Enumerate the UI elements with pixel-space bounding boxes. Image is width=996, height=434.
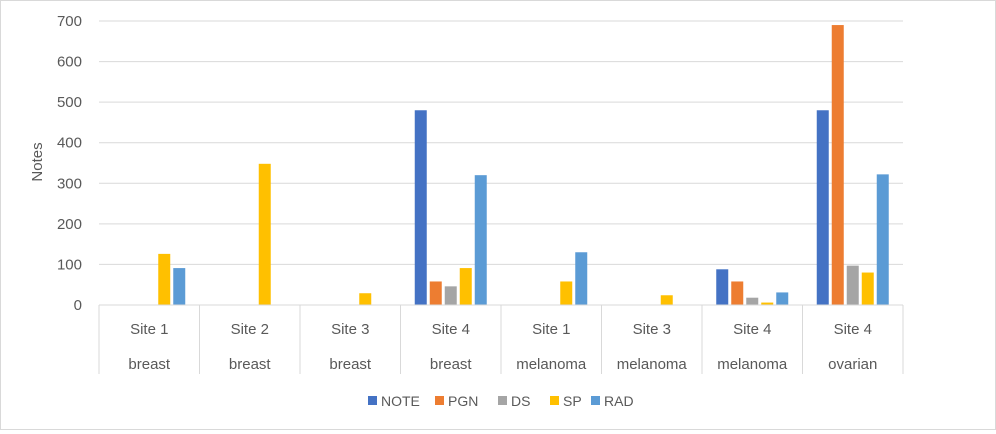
bars bbox=[158, 25, 889, 306]
bar-sp bbox=[459, 268, 472, 305]
legend-label-rad: RAD bbox=[604, 393, 634, 409]
y-axis-label: Notes bbox=[29, 142, 46, 181]
legend-swatch-rad bbox=[591, 396, 600, 405]
legend-swatch-note bbox=[368, 396, 377, 405]
bar-rad bbox=[876, 174, 889, 305]
legend-label-pgn: PGN bbox=[448, 393, 478, 409]
y-tick-label: 200 bbox=[57, 216, 82, 233]
legend-swatch-ds bbox=[498, 396, 507, 405]
bar-pgn bbox=[831, 25, 844, 306]
y-tick-labels: 0 100 200 300 400 500 600 700 bbox=[57, 13, 82, 314]
x-tick-label-cancer: ovarian bbox=[828, 356, 877, 373]
legend-label-note: NOTE bbox=[381, 393, 420, 409]
bar-ds bbox=[444, 286, 457, 305]
bar-sp bbox=[660, 295, 673, 305]
y-tick-label: 500 bbox=[57, 94, 82, 111]
bar-pgn bbox=[429, 281, 442, 305]
legend-swatch-pgn bbox=[435, 396, 444, 405]
legend: NOTE PGN DS SP RAD bbox=[368, 393, 634, 409]
y-tick-label: 400 bbox=[57, 135, 82, 152]
x-tick-label-site: Site 1 bbox=[532, 321, 570, 338]
x-tick-label-site: Site 2 bbox=[231, 321, 269, 338]
y-tick-label: 700 bbox=[57, 13, 82, 30]
x-tick-label-site: Site 4 bbox=[834, 321, 872, 338]
legend-label-sp: SP bbox=[563, 393, 582, 409]
x-tick-label-cancer: breast bbox=[128, 356, 171, 373]
x-tick-label-site: Site 3 bbox=[633, 321, 671, 338]
bar-pgn bbox=[731, 281, 744, 305]
legend-swatch-sp bbox=[550, 396, 559, 405]
x-tick-label-cancer: breast bbox=[229, 356, 272, 373]
bar-rad bbox=[173, 268, 186, 305]
x-tick-label-cancer: melanoma bbox=[717, 356, 788, 373]
bar-note bbox=[816, 110, 829, 305]
y-tick-label: 600 bbox=[57, 54, 82, 71]
bar-sp bbox=[761, 302, 774, 305]
y-tick-label: 100 bbox=[57, 256, 82, 273]
y-tick-label: 300 bbox=[57, 175, 82, 192]
bar-note bbox=[414, 110, 427, 305]
x-tick-label-cancer: melanoma bbox=[617, 356, 688, 373]
bar-sp bbox=[560, 281, 573, 305]
legend-label-ds: DS bbox=[511, 393, 530, 409]
gridlines bbox=[99, 20, 903, 306]
x-tick-label-cancer: breast bbox=[329, 356, 372, 373]
bar-rad bbox=[776, 292, 789, 305]
x-tick-label-site: Site 3 bbox=[331, 321, 369, 338]
x-tick-label-cancer: breast bbox=[430, 356, 473, 373]
bar-sp bbox=[258, 163, 271, 305]
bar-rad bbox=[575, 252, 588, 305]
bar-sp bbox=[158, 253, 171, 305]
x-tick-label-site: Site 1 bbox=[130, 321, 168, 338]
x-axis: Site 1 breast Site 2 breast Site 3 breast Site… bbox=[98, 304, 904, 374]
x-tick-label-site: Site 4 bbox=[733, 321, 771, 338]
bar-note bbox=[716, 269, 729, 305]
bar-ds bbox=[746, 297, 759, 305]
bar-ds bbox=[846, 265, 859, 305]
x-tick-label-cancer: melanoma bbox=[516, 356, 587, 373]
bar-sp bbox=[861, 272, 874, 305]
y-tick-label: 0 bbox=[74, 297, 82, 314]
x-tick-label-site: Site 4 bbox=[432, 321, 470, 338]
bar-sp bbox=[359, 293, 372, 305]
bar-rad bbox=[474, 175, 487, 305]
